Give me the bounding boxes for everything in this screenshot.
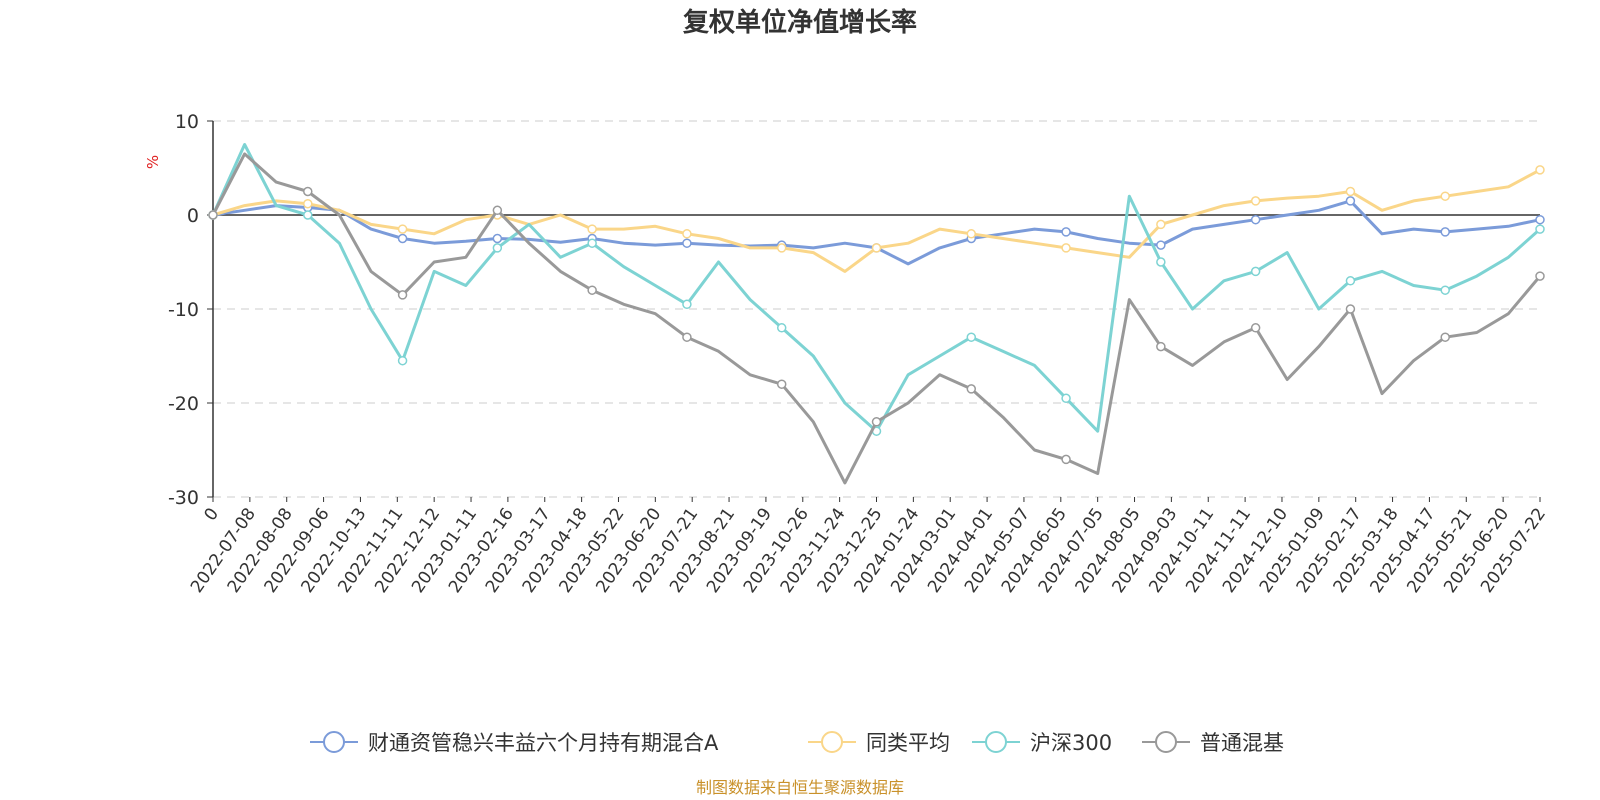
- legend-item-2[interactable]: 沪深300: [972, 731, 1112, 755]
- data-point: [1345, 186, 1356, 197]
- series-line-0: [212, 199, 1541, 266]
- data-point: [1061, 393, 1071, 404]
- legend-label: 普通混基: [1200, 731, 1284, 755]
- y-tick-label: -20: [168, 393, 199, 415]
- data-point: [303, 186, 313, 197]
- data-point: [397, 233, 408, 244]
- legend: 财通资管稳兴丰益六个月持有期混合A 同类平均 沪深300 普通混基: [310, 731, 1284, 755]
- data-point: [682, 299, 692, 310]
- chart-title: 复权单位净值增长率: [682, 8, 917, 38]
- data-point: [1535, 165, 1545, 175]
- data-point: [1440, 285, 1450, 295]
- data-point: [397, 224, 408, 234]
- data-point: [776, 323, 787, 333]
- data-point: [587, 285, 597, 295]
- data-point: [776, 379, 787, 389]
- data-point: [1250, 196, 1261, 206]
- data-point: [492, 205, 503, 216]
- data-point: [397, 355, 408, 366]
- data-point: [1156, 240, 1166, 250]
- y-tick-label: -10: [168, 299, 199, 321]
- data-point: [1156, 257, 1166, 267]
- legend-item-1[interactable]: 同类平均: [808, 731, 950, 755]
- data-point: [1250, 214, 1261, 225]
- series-line-2: [211, 143, 1541, 433]
- source-note: 制图数据来自恒生聚源数据库: [695, 778, 904, 797]
- data-point: [1250, 266, 1261, 277]
- legend-label: 同类平均: [866, 731, 950, 755]
- data-point: [1440, 191, 1450, 201]
- data-point: [1440, 227, 1450, 237]
- data-point: [682, 332, 692, 342]
- legend-item-0[interactable]: 财通资管稳兴丰益六个月持有期混合A: [310, 731, 719, 755]
- data-point: [1440, 332, 1450, 342]
- data-point: [1250, 323, 1261, 333]
- data-point: [1061, 243, 1071, 253]
- data-point: [303, 210, 313, 220]
- y-tick-label: 0: [187, 205, 199, 227]
- data-point: [208, 210, 218, 220]
- data-point: [966, 384, 977, 394]
- legend-label: 财通资管稳兴丰益六个月持有期混合A: [368, 731, 719, 755]
- data-point: [587, 238, 597, 248]
- data-point: [1535, 271, 1545, 281]
- x-tick-label: 0: [201, 504, 224, 524]
- data-point: [1345, 196, 1356, 206]
- data-point: [871, 243, 882, 253]
- data-point: [1061, 454, 1071, 465]
- data-point: [1345, 276, 1356, 286]
- data-point: [1061, 227, 1071, 237]
- grid-lines: [213, 120, 1540, 498]
- y-axis-label: %: [144, 155, 162, 169]
- series-line-1: [212, 168, 1541, 273]
- data-point: [587, 224, 597, 234]
- data-point: [776, 243, 787, 253]
- data-point: [492, 243, 503, 253]
- data-point: [966, 229, 977, 239]
- data-point: [966, 332, 977, 342]
- data-point: [492, 233, 503, 244]
- data-point: [1535, 224, 1545, 234]
- data-point: [1156, 219, 1166, 230]
- data-point: [397, 290, 408, 300]
- data-point: [1156, 341, 1166, 352]
- data-point: [682, 229, 692, 239]
- data-point: [1535, 214, 1545, 225]
- legend-item-3[interactable]: 普通混基: [1142, 731, 1284, 755]
- y-tick-label: 10: [175, 111, 199, 133]
- y-tick-label: -30: [168, 487, 199, 509]
- data-point: [682, 238, 692, 248]
- axes: 100-10-20-30%02022-07-082022-08-082022-0…: [144, 111, 1550, 597]
- series-lines: [208, 143, 1545, 485]
- legend-label: 沪深300: [1030, 731, 1112, 755]
- data-point: [871, 417, 882, 427]
- data-point: [1345, 304, 1356, 314]
- data-point: [303, 198, 313, 209]
